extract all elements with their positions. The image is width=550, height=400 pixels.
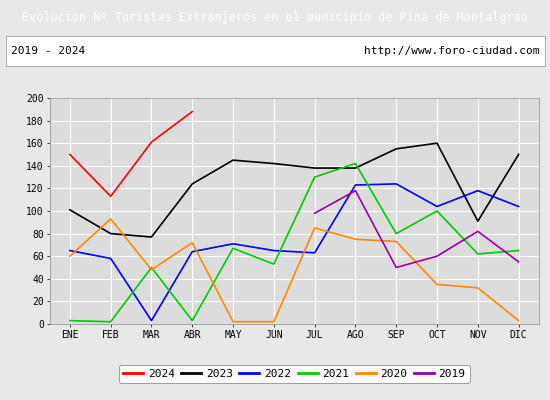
Legend: 2024, 2023, 2022, 2021, 2020, 2019: 2024, 2023, 2022, 2021, 2020, 2019 (119, 364, 470, 384)
Text: 2019 - 2024: 2019 - 2024 (11, 46, 85, 56)
Text: Evolucion Nº Turistas Extranjeros en el municipio de Pina de Montalgrao: Evolucion Nº Turistas Extranjeros en el … (22, 12, 528, 24)
Text: http://www.foro-ciudad.com: http://www.foro-ciudad.com (364, 46, 539, 56)
